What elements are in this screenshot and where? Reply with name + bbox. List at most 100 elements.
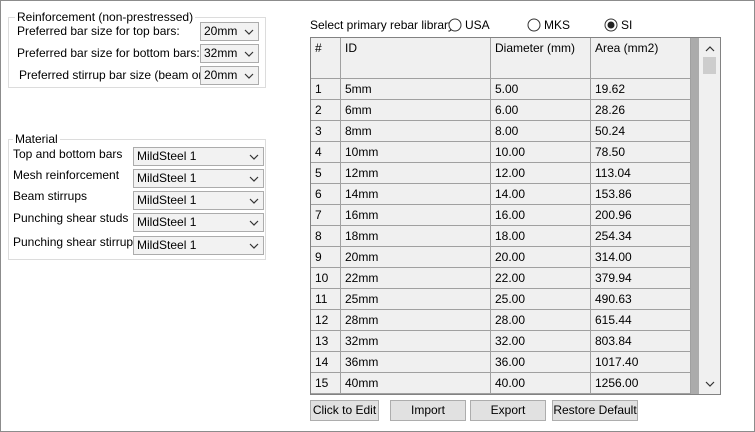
grid-cell[interactable]: 5 <box>311 163 341 184</box>
grid-cell[interactable]: 8 <box>311 226 341 247</box>
grid-cell[interactable]: 22.00 <box>491 268 591 289</box>
grid-cell[interactable]: 490.63 <box>591 289 691 310</box>
radio-label: SI <box>621 18 633 32</box>
chevron <box>249 154 259 160</box>
grid-cell[interactable]: 6 <box>311 184 341 205</box>
combobox[interactable]: MildSteel 1 <box>133 191 264 210</box>
grid-cell[interactable]: 12 <box>311 310 341 331</box>
grid-cell[interactable]: 36.00 <box>491 352 591 373</box>
button[interactable]: Export <box>470 400 546 421</box>
grid-cell[interactable]: 25mm <box>341 289 491 310</box>
combobox-value: MildSteel 1 <box>137 171 197 185</box>
group-title: Reinforcement (non-prestressed) <box>15 10 196 24</box>
radio-circle <box>604 18 618 32</box>
grid-cell[interactable]: 12.00 <box>491 163 591 184</box>
grid-cell[interactable]: 10mm <box>341 142 491 163</box>
grid-cell[interactable]: 13 <box>311 331 341 352</box>
grid-cell[interactable]: 32mm <box>341 331 491 352</box>
grid-cell[interactable]: 18.00 <box>491 226 591 247</box>
grid-cell[interactable]: 20mm <box>341 247 491 268</box>
combobox[interactable]: MildSteel 1 <box>133 147 264 166</box>
button[interactable]: Import <box>390 400 466 421</box>
combobox-value: MildSteel 1 <box>137 149 197 163</box>
grid-cell[interactable]: 28.00 <box>491 310 591 331</box>
column-header[interactable]: Area (mm2) <box>591 38 691 79</box>
grid-cell[interactable]: 28.26 <box>591 100 691 121</box>
grid-cell[interactable]: 379.94 <box>591 268 691 289</box>
field-label: Beam stirrups <box>13 189 88 203</box>
column-header[interactable]: ID <box>341 38 491 79</box>
grid-cell[interactable]: 5.00 <box>491 79 591 100</box>
combobox[interactable]: 32mm <box>200 44 259 63</box>
grid-cell[interactable]: 615.44 <box>591 310 691 331</box>
combobox-value: MildSteel 1 <box>137 193 197 207</box>
grid-cell[interactable]: 200.96 <box>591 205 691 226</box>
combobox[interactable]: 20mm <box>200 22 259 41</box>
grid-cell[interactable]: 25.00 <box>491 289 591 310</box>
radio-circle <box>448 18 462 32</box>
grid-cell[interactable]: 254.34 <box>591 226 691 247</box>
combobox[interactable]: MildSteel 1 <box>133 213 264 232</box>
grid-cell[interactable]: 113.04 <box>591 163 691 184</box>
grid-cell[interactable]: 40mm <box>341 373 491 394</box>
grid-cell[interactable]: 32.00 <box>491 331 591 352</box>
data-grid: # ID Diameter (mm) Area (mm2) 1 5mm 5.00 19.62 2… <box>310 37 721 395</box>
scrollbar[interactable] <box>699 38 720 394</box>
chevron <box>249 243 259 249</box>
grid-cell[interactable]: 1 <box>311 79 341 100</box>
grid-cell[interactable]: 7 <box>311 205 341 226</box>
grid-cell[interactable]: 19.62 <box>591 79 691 100</box>
chevron <box>244 51 254 57</box>
grid-cell[interactable]: 1017.40 <box>591 352 691 373</box>
radio-label: USA <box>465 18 490 32</box>
combobox-value: 32mm <box>204 46 238 60</box>
grid-cell[interactable]: 314.00 <box>591 247 691 268</box>
scroll-thumb[interactable] <box>703 57 716 74</box>
grid-cell[interactable]: 2 <box>311 100 341 121</box>
grid-cell[interactable]: 6.00 <box>491 100 591 121</box>
column-header[interactable]: # <box>311 38 341 79</box>
grid-cell[interactable]: 50.24 <box>591 121 691 142</box>
grid-cell[interactable]: 16mm <box>341 205 491 226</box>
button[interactable]: Restore Default <box>552 400 638 421</box>
grid-cell[interactable]: 5mm <box>341 79 491 100</box>
grid-cell[interactable]: 3 <box>311 121 341 142</box>
grid-cell[interactable]: 14 <box>311 352 341 373</box>
radio-button[interactable]: MKS <box>527 17 587 33</box>
grid-cell[interactable]: 11 <box>311 289 341 310</box>
grid-cell[interactable]: 14mm <box>341 184 491 205</box>
grid-cell[interactable]: 1256.00 <box>591 373 691 394</box>
combobox-value: 20mm <box>204 68 238 82</box>
grid-cell[interactable]: 14.00 <box>491 184 591 205</box>
button[interactable]: Click to Edit <box>310 400 379 421</box>
chevron <box>249 176 259 182</box>
grid-cell[interactable]: 28mm <box>341 310 491 331</box>
radio-button[interactable]: USA <box>448 17 508 33</box>
grid-cell[interactable]: 10.00 <box>491 142 591 163</box>
column-header[interactable]: Diameter (mm) <box>491 38 591 79</box>
grid-cell[interactable]: 8.00 <box>491 121 591 142</box>
grid-cell[interactable]: 9 <box>311 247 341 268</box>
combobox[interactable]: MildSteel 1 <box>133 169 264 188</box>
grid-cell[interactable]: 20.00 <box>491 247 591 268</box>
grid-cell[interactable]: 22mm <box>341 268 491 289</box>
grid-cell[interactable]: 40.00 <box>491 373 591 394</box>
grid-cell[interactable]: 18mm <box>341 226 491 247</box>
grid-cell[interactable]: 15 <box>311 373 341 394</box>
grid-cell[interactable]: 4 <box>311 142 341 163</box>
grid-cell[interactable]: 8mm <box>341 121 491 142</box>
grid-cell[interactable]: 6mm <box>341 100 491 121</box>
grid-cell[interactable]: 153.86 <box>591 184 691 205</box>
radio-button[interactable]: SI <box>604 17 664 33</box>
grid-cell[interactable]: 803.84 <box>591 331 691 352</box>
grid-cell[interactable]: 36mm <box>341 352 491 373</box>
grid-cell[interactable]: 12mm <box>341 163 491 184</box>
group-title: Material <box>13 132 60 146</box>
grid-cell[interactable]: 78.50 <box>591 142 691 163</box>
combobox[interactable]: 20mm <box>200 66 259 85</box>
grid-cell[interactable]: 10 <box>311 268 341 289</box>
combobox-value: 20mm <box>204 24 238 38</box>
grid-cell[interactable]: 16.00 <box>491 205 591 226</box>
combobox[interactable]: MildSteel 1 <box>133 236 264 255</box>
